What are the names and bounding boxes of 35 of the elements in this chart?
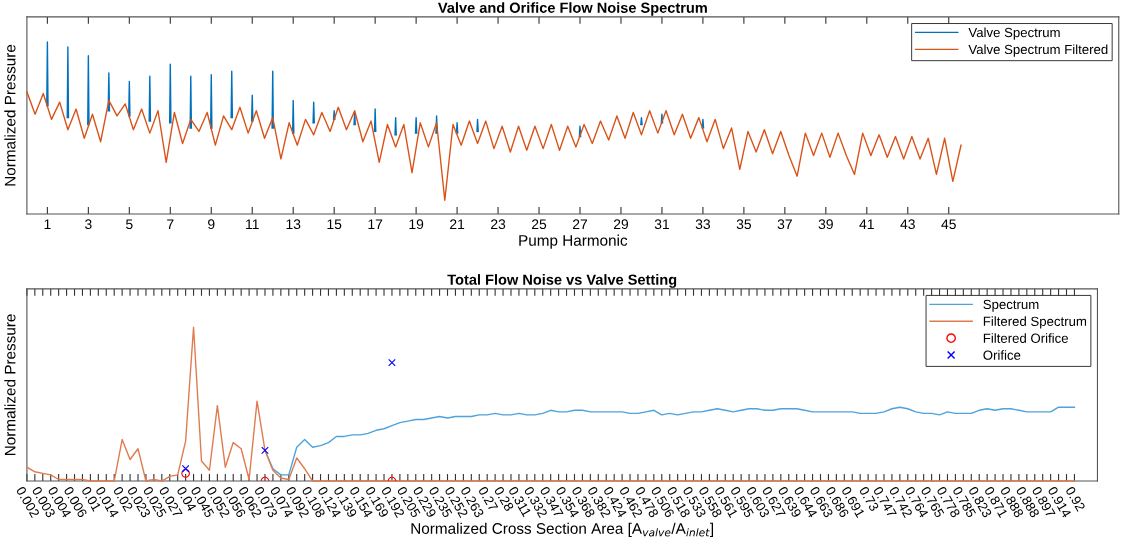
x-tick-label: 39 [818,219,833,230]
x-tick-label: 45 [941,219,956,230]
x-tick-label: 33 [695,219,711,230]
x-tick-label: 5 [126,219,133,230]
x-tick-label: 43 [900,219,915,230]
x-tick-label: 3 [85,219,92,230]
legend-label: Filtered Spectrum [983,316,1087,329]
x-tick-label: 41 [859,219,874,229]
legend-label: Spectrum [983,299,1039,312]
x-tick-label: 25 [532,219,547,230]
x-tick-label: 15 [327,219,342,230]
x-tick-label: 11 [246,219,259,229]
x-tick-label: 31 [654,219,669,230]
x-tick-label: 9 [208,219,215,230]
chart-title: Total Flow Noise vs Valve Setting [447,274,677,288]
legend-label: Valve Spectrum [968,27,1060,40]
x-tick-label: 29 [613,219,629,230]
x-tick-label: 19 [409,219,424,230]
x-tick-label: 35 [736,219,752,230]
x-tick-label: 7 [167,219,174,229]
x-axis-title: Pump Harmonic [519,234,628,249]
legend-label: Filtered Orifice [983,333,1068,343]
x-tick-label: 21 [450,219,465,229]
y-axis-title: Normalized Pressure [4,44,16,186]
x-tick-label: 27 [572,219,588,229]
chart-title: Valve and Orifice Flow Noise Spectrum [438,2,707,16]
x-tick-label: 1 [44,219,51,229]
x-axis-title: Normalized Cross Section Area [A$_{valve}$/A$_{inlet}$] [411,522,714,537]
legend-label: Valve Spectrum Filtered [968,44,1108,57]
y-axis-title: Normalized Pressure [4,314,16,455]
x-tick-label: 23 [491,219,506,230]
x-tick-label: 37 [777,219,792,230]
legend-label: Orifice [983,350,1021,360]
x-tick-label: 13 [286,219,301,230]
x-tick-label: 17 [368,219,383,229]
